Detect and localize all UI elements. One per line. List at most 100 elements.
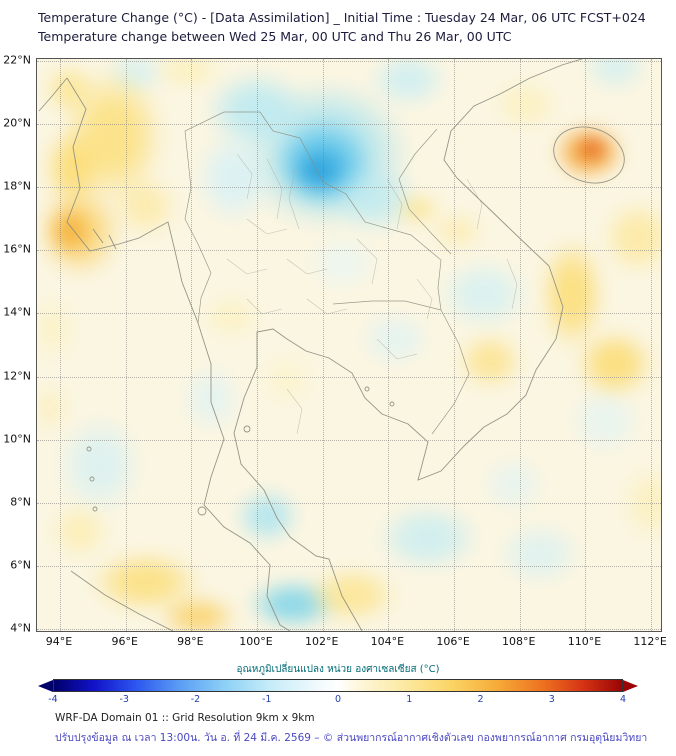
province-boundary-paths (226, 153, 518, 435)
gridline-vertical (125, 59, 127, 631)
x-axis-tick-label: 94°E (45, 635, 73, 648)
x-axis: 94°E 96°E 98°E 100°E 102°E 104°E 106°E 108°E 110… (36, 633, 667, 649)
x-axis-tick-label: 106°E (436, 635, 470, 648)
lat-lon-grid (37, 59, 661, 631)
y-axis-tick-label: 10°N (3, 432, 31, 446)
gridline-horizontal (37, 439, 661, 441)
x-axis-tick-label: 110°E (567, 635, 602, 648)
temperature-anomaly-layer (37, 59, 661, 631)
y-axis-tick-label: 18°N (3, 179, 31, 193)
gridline-vertical (519, 59, 521, 631)
gridline-vertical (191, 59, 193, 631)
temperature-anomaly-blob (368, 59, 448, 108)
temperature-anomaly-blob (358, 310, 432, 368)
y-axis-tick-label: 16°N (3, 242, 31, 256)
temperature-anomaly-blob (194, 130, 274, 225)
colorbar: อุณหภูมิเปลี่ยนแปลง หน่วย องศาเซลเซียส (… (38, 662, 638, 706)
temperature-anomaly-blob (575, 329, 655, 399)
x-axis-tick-label: 98°E (177, 635, 204, 648)
colorbar-right-arrow (623, 679, 638, 692)
title-line-2: Temperature change between Wed 25 Mar, 0… (38, 29, 512, 45)
temperature-anomaly-blob (43, 63, 97, 115)
gridline-horizontal (37, 503, 661, 504)
y-axis-tick-label: 6°N (10, 558, 31, 572)
colorbar-tick-label: 3 (548, 694, 555, 705)
gridline-vertical (585, 59, 587, 631)
coastline-sumatra (70, 570, 174, 631)
temperature-anomaly-blob (158, 594, 238, 631)
temperature-anomaly-blob (56, 414, 143, 516)
border-thailand-cambodia (332, 300, 442, 311)
temperature-anomaly-blob (260, 354, 313, 406)
temperature-anomaly-blob (37, 297, 77, 361)
gridline-horizontal (37, 629, 661, 631)
y-axis-tick-label: 12°N (3, 369, 31, 383)
andaman-islet-2 (92, 506, 98, 512)
y-axis-tick-label: 22°N (3, 53, 31, 67)
temperature-anomaly-blob (457, 332, 524, 390)
x-axis-tick-label: 104°E (370, 635, 405, 648)
temperature-anomaly-blob (539, 237, 606, 352)
phuket-island (197, 506, 207, 516)
title-block: Temperature Change (°C) - [Data Assimila… (38, 8, 646, 47)
gridline-horizontal (37, 376, 661, 378)
temperature-anomaly-blob (394, 193, 441, 225)
coastline-northwest (38, 77, 68, 112)
colorbar-tick-label: 1 (406, 694, 413, 705)
gridline-horizontal (37, 60, 661, 62)
gridline-vertical (651, 59, 653, 631)
y-axis-tick-label: 8°N (10, 495, 31, 509)
border-north (184, 111, 301, 139)
hainan-island (553, 126, 625, 184)
coastline-andaman (66, 77, 291, 631)
colorbar-gradient (53, 679, 623, 692)
y-axis-tick-label: 4°N (10, 621, 31, 635)
x-axis-tick-label: 102°E (304, 635, 339, 648)
andaman-islet-3 (86, 446, 92, 452)
colorbar-bar-row (38, 679, 638, 692)
colorbar-tick-label: -1 (262, 694, 272, 705)
border-thailand-laos-mekong (299, 137, 442, 311)
colorbar-tick-label: 2 (477, 694, 484, 705)
country-border-paths (184, 111, 470, 435)
temperature-anomaly-blob (151, 59, 225, 90)
andaman-islet-1 (89, 476, 95, 482)
temperature-anomaly-blob (431, 212, 484, 251)
temperature-anomaly-blob (375, 503, 481, 573)
coastline-borders-layer (38, 59, 625, 631)
y-axis-tick-label: 14°N (3, 305, 31, 319)
coastline-gulf-vietnam (233, 59, 583, 631)
gridline-vertical (454, 59, 456, 631)
colorbar-tick-label: -2 (190, 694, 201, 705)
gridline-horizontal (37, 123, 661, 125)
temperature-anomaly-blob (437, 259, 530, 330)
colorbar-ticks: -4 -3 -2 -1 0 1 2 3 4 (48, 694, 627, 706)
x-axis-tick-label: 100°E (239, 635, 273, 648)
gridline-horizontal (37, 566, 661, 568)
gulf-islet-2 (389, 401, 395, 407)
x-axis-tick-label: 112°E (633, 635, 667, 648)
gridline-horizontal (37, 186, 661, 188)
footer-model-info: WRF-DA Domain 01 :: Grid Resolution 9km … (55, 712, 315, 724)
gridline-horizontal (37, 250, 661, 252)
x-axis-tick-label: 96°E (111, 635, 138, 648)
gulf-islet-1 (364, 386, 370, 392)
temperature-anomaly-blob (201, 294, 261, 339)
samui-island (243, 425, 251, 433)
map-plot-area (36, 58, 662, 632)
border-laos-vietnam (398, 128, 452, 255)
y-axis: 22°N 20°N 18°N 16°N 14°N 12°N 10°N 8°N 6°N 4°N (0, 53, 34, 635)
delta-channels (92, 228, 117, 250)
coastline-paths (38, 59, 625, 631)
gridline-vertical (257, 59, 259, 631)
temperature-anomaly-blob (493, 79, 560, 131)
colorbar-tick-label: -3 (119, 694, 129, 705)
gridline-vertical (388, 59, 390, 631)
border-cambodia-vietnam (431, 309, 470, 435)
colorbar-tick-label: -4 (48, 694, 58, 705)
temperature-anomaly-blob (496, 521, 583, 586)
colorbar-left-arrow (38, 679, 53, 692)
gridline-vertical (322, 59, 324, 631)
colorbar-tick-label: 4 (619, 694, 627, 705)
